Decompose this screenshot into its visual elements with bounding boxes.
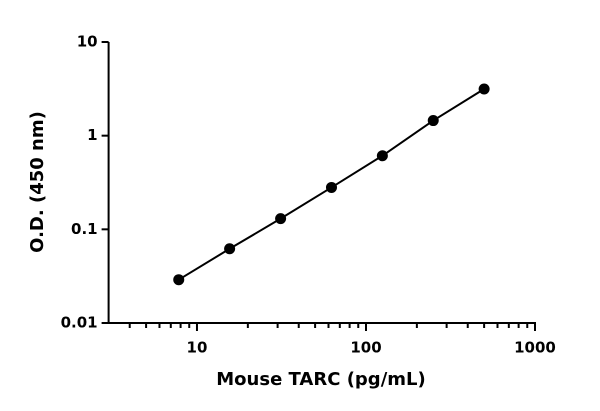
point (478, 83, 490, 95)
x-tick-label: 100 (350, 339, 381, 357)
y-tick-label: 0.1 (71, 220, 98, 238)
point (376, 150, 388, 162)
point (173, 274, 185, 286)
y-tick-label: 10 (77, 33, 98, 51)
y-tick-label: 1 (87, 126, 97, 144)
point (427, 115, 439, 127)
y-tick-label: 0.01 (61, 314, 98, 332)
x-tick-label: 1000 (514, 339, 556, 357)
y-axis-label: O.D. (450 nm) (27, 111, 48, 253)
x-tick-label: 10 (187, 339, 208, 357)
point (325, 181, 337, 193)
point (224, 243, 236, 255)
point (275, 213, 287, 225)
x-axis-label: Mouse TARC (pg/mL) (216, 369, 425, 390)
